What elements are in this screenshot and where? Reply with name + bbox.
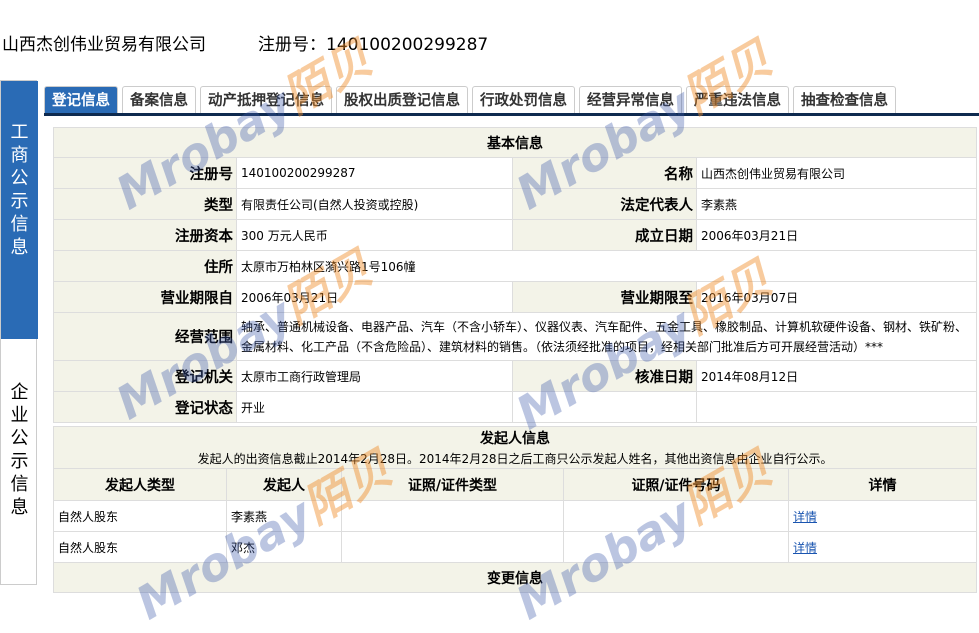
page-header: 山西杰创伟业贸易有限公司 注册号：140100200299287 [2,30,540,55]
founders-table: 发起人信息 发起人的出资信息截止2014年2月28日。2014年2月28日之后工… [52,426,978,593]
column-header: 详情 [787,468,978,501]
detail-link[interactable]: 详情 [793,509,818,524]
field-value: 2016年03月07日 [696,281,977,313]
field-value: 太原市万柏林区漪兴路1号106幢 [236,250,977,282]
founders-title: 发起人信息 [52,426,978,449]
id-type [341,500,564,532]
field-label: 类型 [53,188,237,220]
field-label: 核准日期 [512,360,697,392]
sidebar-item-enterprise-disclosure[interactable]: 企业公示信息 [10,382,29,518]
table-row: 登记状态 开业 [53,391,977,423]
field-value: 2006年03月21日 [696,219,977,251]
sidebar: 工商公示信息 企业公示信息 [0,80,38,585]
company-name: 山西杰创伟业贸易有限公司 [2,35,206,55]
column-header: 发起人 [226,468,342,501]
tab-equity-pledge[interactable]: 股权出质登记信息 [336,86,468,114]
changes-title: 变更信息 [52,562,978,593]
registration-number: 注册号：140100200299287 [258,35,489,55]
column-header: 证照/证件类型 [341,468,564,501]
id-number [563,531,789,563]
founders-note: 发起人的出资信息截止2014年2月28日。2014年2月28日之后工商只公示发起… [52,448,978,469]
tab-spot-check[interactable]: 抽查检查信息 [793,86,896,114]
tab-filing[interactable]: 备案信息 [122,86,196,114]
column-header: 发起人类型 [53,468,227,501]
table-row: 登记机关 太原市工商行政管理局 核准日期 2014年08月12日 [53,360,977,392]
field-value: 李素燕 [696,188,977,220]
field-value: 山西杰创伟业贸易有限公司 [696,157,977,189]
tab-serious-violation[interactable]: 严重违法信息 [686,86,789,114]
field-label: 注册资本 [53,219,237,251]
founder-name: 李素燕 [226,500,342,532]
field-label: 登记机关 [53,360,237,392]
table-row: 自然人股东 李素燕 详情 [53,500,978,532]
table-row: 营业期限自 2006年03月21日 营业期限至 2016年03月07日 [53,281,977,313]
basic-info-table: 基本信息 注册号 140100200299287 名称 山西杰创伟业贸易有限公司 类型… [53,127,977,423]
tab-registration[interactable]: 登记信息 [44,86,118,114]
tab-bar: 登记信息 备案信息 动产抵押登记信息 股权出质登记信息 行政处罚信息 经营异常信… [44,86,896,114]
field-label: 成立日期 [512,219,697,251]
field-value: 2014年08月12日 [696,360,977,392]
field-value: 太原市工商行政管理局 [236,360,513,392]
table-row: 住所 太原市万柏林区漪兴路1号106幢 [53,250,977,282]
field-label: 住所 [53,250,237,282]
table-row: 自然人股东 邓杰 详情 [53,531,978,563]
founder-name: 邓杰 [226,531,342,563]
founder-type: 自然人股东 [53,531,227,563]
id-number [563,500,789,532]
field-label: 经营范围 [53,312,237,361]
detail-link[interactable]: 详情 [793,540,818,555]
table-row: 注册资本 300 万元人民币 成立日期 2006年03月21日 [53,219,977,251]
field-label: 营业期限至 [512,281,697,313]
table-row: 经营范围 轴承、普通机械设备、电器产品、汽车（不含小轿车）、仪器仪表、汽车配件、五… [53,312,977,361]
table-row: 类型 有限责任公司(自然人投资或控股) 法定代表人 李素燕 [53,188,977,220]
field-value: 有限责任公司(自然人投资或控股) [236,188,513,220]
field-label: 注册号 [53,157,237,189]
field-label: 名称 [512,157,697,189]
founder-type: 自然人股东 [53,500,227,532]
tab-chattel-mortgage[interactable]: 动产抵押登记信息 [200,86,332,114]
field-label: 营业期限自 [53,281,237,313]
column-header: 证照/证件号码 [563,468,789,501]
sidebar-item-business-disclosure[interactable]: 工商公示信息 [1,81,38,339]
field-value: 2006年03月21日 [236,281,513,313]
basic-info-title: 基本信息 [53,127,977,158]
field-value: 开业 [236,391,513,423]
table-row: 注册号 140100200299287 名称 山西杰创伟业贸易有限公司 [53,157,977,189]
id-type [341,531,564,563]
field-value: 300 万元人民币 [236,219,513,251]
tab-underline [44,113,979,116]
field-value: 轴承、普通机械设备、电器产品、汽车（不含小轿车）、仪器仪表、汽车配件、五金工具、… [236,312,977,361]
field-value: 140100200299287 [236,157,513,189]
tab-admin-penalty[interactable]: 行政处罚信息 [472,86,575,114]
tab-abnormal-operation[interactable]: 经营异常信息 [579,86,682,114]
field-label: 法定代表人 [512,188,697,220]
field-label: 登记状态 [53,391,237,423]
